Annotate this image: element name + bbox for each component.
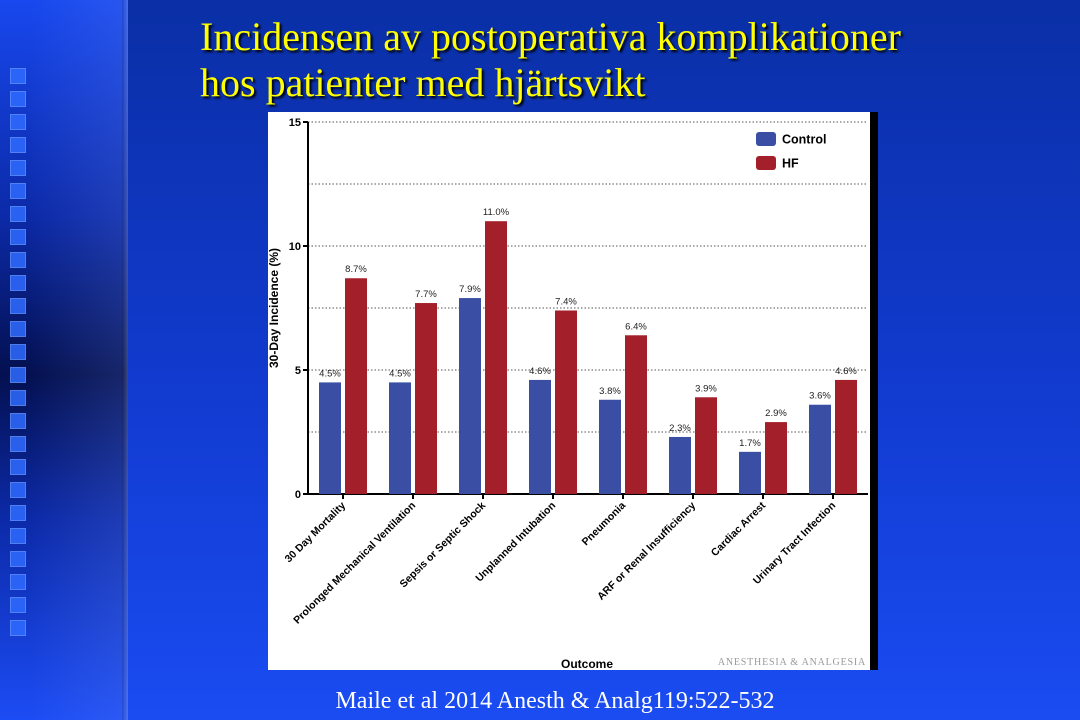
strip-edge [122, 0, 128, 720]
decor-square [10, 620, 26, 636]
decor-square [10, 321, 26, 337]
slide-title-line-1: Incidensen av postoperativa komplikation… [200, 14, 901, 59]
bar-control [389, 382, 411, 494]
bar-control [529, 379, 551, 494]
decor-square [10, 275, 26, 291]
decor-square [10, 183, 26, 199]
slide-title-line-2: hos patienter med hjärtsvikt [200, 60, 646, 105]
bar-hf [415, 303, 437, 494]
decor-square [10, 137, 26, 153]
decor-square [10, 344, 26, 360]
decor-square [10, 528, 26, 544]
decor-square [10, 91, 26, 107]
legend-swatch-control [756, 132, 776, 146]
data-label: 4.6% [529, 366, 551, 377]
legend-label-hf: HF [782, 157, 799, 171]
y-axis-title: 30-Day Incidence (%) [268, 248, 281, 368]
bar-hf [695, 397, 717, 494]
legend-swatch-hf [756, 156, 776, 170]
data-label: 6.4% [625, 321, 647, 332]
decor-square [10, 482, 26, 498]
data-label: 7.9% [459, 284, 481, 295]
decor-square [10, 298, 26, 314]
decor-square [10, 367, 26, 383]
bar-control [739, 451, 761, 494]
data-label: 7.7% [415, 289, 437, 300]
decor-square [10, 206, 26, 222]
decor-square [10, 459, 26, 475]
chart-panel: 0 5 10 15 4.5% 8.7% 30 Day Mortality 4.5% 7.7% Pr… [268, 112, 878, 670]
decor-square [10, 413, 26, 429]
x-axis-title: Outcome [561, 657, 613, 670]
data-label: 3.8% [599, 386, 621, 397]
decor-square [10, 114, 26, 130]
x-tick-label: Prolonged Mechanical Ventilation [291, 500, 418, 627]
data-label: 2.3% [669, 423, 691, 434]
data-label: 3.9% [695, 383, 717, 394]
x-tick-label: 30 Day Mortality [283, 500, 349, 566]
y-tick-label: 0 [295, 489, 301, 501]
y-tick-label: 5 [295, 365, 301, 377]
data-label: 4.5% [389, 368, 411, 379]
bar-control [319, 382, 341, 494]
data-label: 7.4% [555, 296, 577, 307]
data-label: 2.9% [765, 408, 787, 419]
bar-control [669, 436, 691, 494]
citation: Maile et al 2014 Anesth & Analg119:522-5… [335, 688, 775, 714]
decor-squares [10, 68, 26, 643]
data-label: 4.5% [319, 368, 341, 379]
strip-glow [30, 0, 128, 720]
decor-square [10, 252, 26, 268]
decor-square [10, 574, 26, 590]
x-tick-label: Cardiac Arrest [709, 499, 769, 559]
journal-watermark: ANESTHESIA & ANALGESIA [718, 657, 866, 668]
bar-hf [485, 221, 507, 494]
legend-label-control: Control [782, 133, 826, 147]
x-tick-label: Pneumonia [580, 500, 629, 549]
decor-square [10, 505, 26, 521]
x-tick-label: Unplanned Intubation [473, 500, 558, 585]
bar-control [599, 399, 621, 494]
decor-square [10, 160, 26, 176]
slide-title: Incidensen av postoperativa komplikation… [200, 14, 1060, 106]
data-label: 4.6% [835, 366, 857, 377]
bar-hf [765, 422, 787, 494]
bar-control [459, 298, 481, 494]
decor-square [10, 597, 26, 613]
bar-chart: 0 5 10 15 4.5% 8.7% 30 Day Mortality 4.5% 7.7% Pr… [268, 117, 868, 670]
bar-hf [835, 379, 857, 494]
data-label: 3.6% [809, 391, 831, 402]
left-decor-strip [0, 0, 128, 720]
data-label: 11.0% [483, 207, 510, 218]
decor-square [10, 551, 26, 567]
y-tick-label: 15 [289, 117, 301, 129]
y-tick-label: 10 [289, 241, 301, 253]
decor-square [10, 436, 26, 452]
data-label: 1.7% [739, 438, 761, 449]
data-label: 8.7% [345, 264, 367, 275]
decor-square [10, 390, 26, 406]
bar-control [809, 404, 831, 494]
decor-square [10, 229, 26, 245]
bar-hf [625, 335, 647, 494]
decor-square [10, 68, 26, 84]
bar-hf [345, 278, 367, 494]
bar-hf [555, 310, 577, 494]
x-tick-label: Urinary Tract Infection [751, 500, 838, 587]
